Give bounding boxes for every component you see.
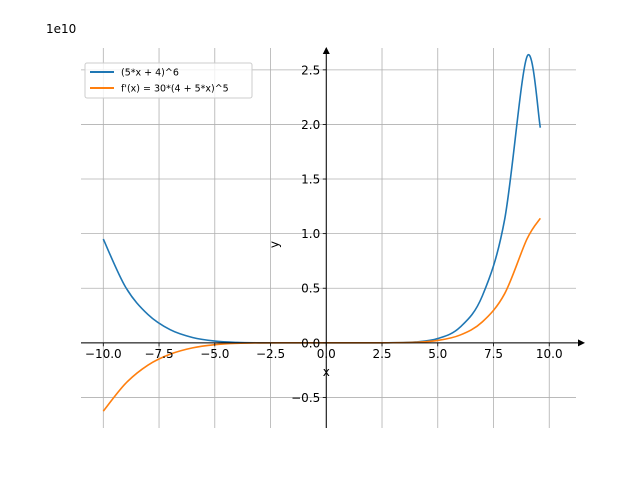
- ticks: −10.0 −7.5 −5.0 −2.5 0.0 2.5 5.0 7.5 10.0 −0.5 0.0…: [85, 63, 563, 405]
- legend-label-series-2: f'(x) = 30*(4 + 5*x)^5: [121, 84, 229, 95]
- x-tick-label: 10.0: [536, 347, 563, 361]
- y-tick-label: 2.0: [301, 118, 320, 132]
- y-tick-label: 1.5: [301, 173, 320, 187]
- x-tick-label: −5.0: [200, 347, 229, 361]
- y-axis-arrow: [322, 47, 330, 54]
- x-axis-arrow: [578, 339, 585, 347]
- x-axis-label: x: [323, 365, 330, 379]
- x-tick-label: 2.5: [372, 347, 391, 361]
- legend-box: [84, 62, 253, 99]
- y-tick-label: 0.0: [301, 336, 320, 350]
- y-tick-label: 1.0: [301, 227, 320, 241]
- x-tick-label: 0.0: [317, 347, 336, 361]
- y-axis-label: y: [267, 241, 281, 248]
- x-tick-label: −10.0: [85, 347, 122, 361]
- axes: [81, 47, 585, 428]
- x-tick-label: 5.0: [428, 347, 447, 361]
- legend: (5*x + 4)^6 f'(x) = 30*(4 + 5*x)^5: [84, 62, 253, 99]
- x-tick-label: −2.5: [256, 347, 285, 361]
- y-offset-label: 1e10: [46, 22, 76, 36]
- x-tick-label: 7.5: [484, 347, 503, 361]
- x-tick-label: −7.5: [144, 347, 173, 361]
- y-tick-label: 2.5: [301, 63, 320, 77]
- legend-label-series-1: (5*x + 4)^6: [121, 68, 179, 79]
- y-tick-label: 0.5: [301, 282, 320, 296]
- series-line-2: [102, 217, 541, 412]
- y-tick-label: −0.5: [291, 391, 320, 405]
